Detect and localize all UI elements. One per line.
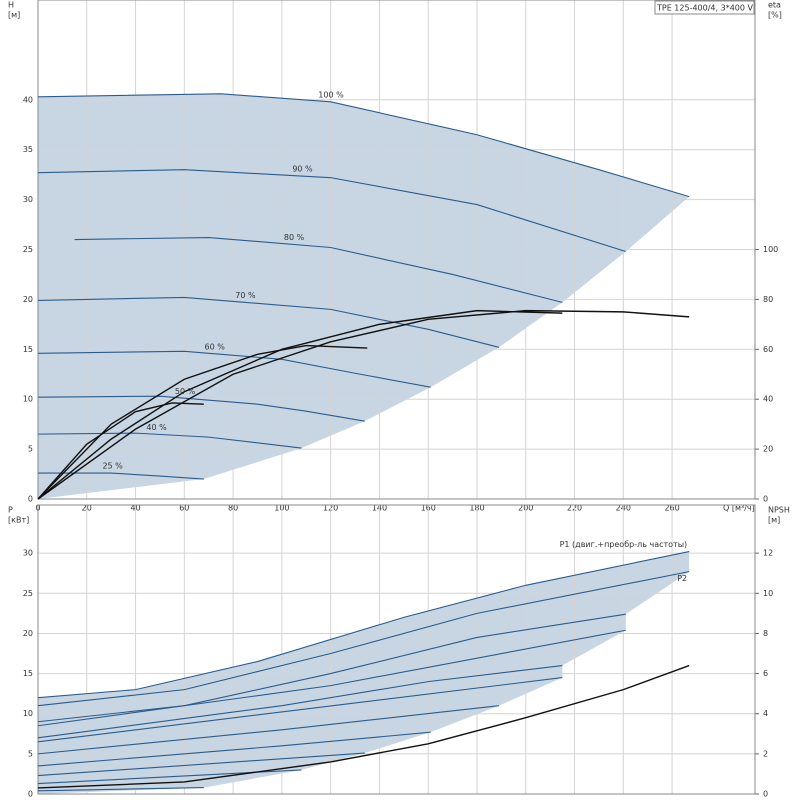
y2-axis-label: [%] (768, 11, 782, 20)
curve (37, 629, 626, 727)
y-tick-label: 10 (23, 395, 33, 404)
curve-label: 60 % (205, 342, 226, 351)
curve (37, 571, 690, 707)
curve-label: 25 % (102, 462, 123, 471)
y2-tick-label: 10 (763, 589, 773, 598)
curve (37, 402, 204, 500)
y-tick-label: 5 (28, 445, 33, 454)
curve (37, 664, 690, 789)
curve (37, 169, 626, 253)
y2-tick-label: 0 (763, 790, 768, 799)
curve (74, 236, 563, 303)
y-axis-label: [м] (8, 11, 20, 20)
y-tick-label: 15 (23, 345, 33, 354)
curve (37, 432, 302, 449)
curve-label: P2 (677, 574, 687, 583)
curve-label: 100 % (318, 90, 344, 99)
curve-label: 70 % (235, 291, 256, 300)
y-tick-label: 30 (23, 195, 33, 204)
curve (37, 677, 563, 743)
y-tick-label: 20 (23, 295, 33, 304)
x-axis-label: Q [м³/ч] (723, 504, 755, 513)
y2-tick-label: 6 (763, 669, 768, 678)
curve-label: 50 % (175, 387, 196, 396)
curve (37, 705, 499, 755)
operating-area (38, 551, 690, 794)
curve (37, 613, 626, 723)
curve-label: P1 (двиг.+преобр-ль частоты) (560, 540, 688, 549)
curve-label: 90 % (292, 165, 313, 174)
curve (37, 665, 563, 739)
y-axis-label: H (8, 1, 14, 10)
curve (37, 731, 431, 767)
y-tick-label: 15 (23, 669, 33, 678)
y2-tick-label: 12 (763, 549, 773, 558)
y-tick-label: 40 (23, 95, 33, 104)
curve (37, 350, 431, 388)
curve (37, 296, 500, 348)
curve-label: 80 % (284, 233, 305, 242)
title-box (654, 0, 755, 15)
y-tick-label: 0 (28, 495, 33, 504)
y-tick-label: 30 (23, 549, 33, 558)
y2-axis-label: NPSH (768, 506, 790, 515)
y-tick-label: 0 (28, 790, 33, 799)
y-tick-label: 5 (28, 749, 33, 758)
y2-tick-label: 60 (763, 345, 773, 354)
curve-label: 40 % (146, 423, 167, 432)
y2-tick-label: 0 (763, 495, 768, 504)
y2-tick-label: 8 (763, 629, 768, 638)
y2-tick-label: 2 (763, 749, 768, 758)
curve (37, 752, 365, 777)
y-axis-label: P (8, 506, 13, 515)
y-tick-label: 35 (23, 145, 33, 154)
curve (37, 93, 690, 198)
y2-tick-label: 4 (763, 709, 768, 718)
y2-tick-label: 20 (763, 445, 773, 454)
operating-area (38, 93, 690, 499)
y2-axis-label: eta (768, 1, 781, 10)
y2-tick-label: 80 (763, 295, 773, 304)
chart-title: TPE 125-400/4, 3*400 V (656, 4, 754, 13)
y-tick-label: 25 (23, 589, 33, 598)
curve (37, 309, 690, 500)
y-tick-label: 20 (23, 629, 33, 638)
y2-tick-label: 40 (763, 395, 773, 404)
plot-frame (37, 0, 756, 500)
y-tick-label: 25 (23, 245, 33, 254)
y-tick-label: 10 (23, 709, 33, 718)
curve (37, 787, 204, 792)
y2-tick-label: 100 (763, 245, 778, 254)
plot-frame (37, 504, 756, 795)
y2-axis-label: [м] (768, 516, 780, 525)
curve (37, 551, 690, 699)
y-axis-label: [кВт] (8, 516, 29, 525)
curve (37, 395, 365, 422)
